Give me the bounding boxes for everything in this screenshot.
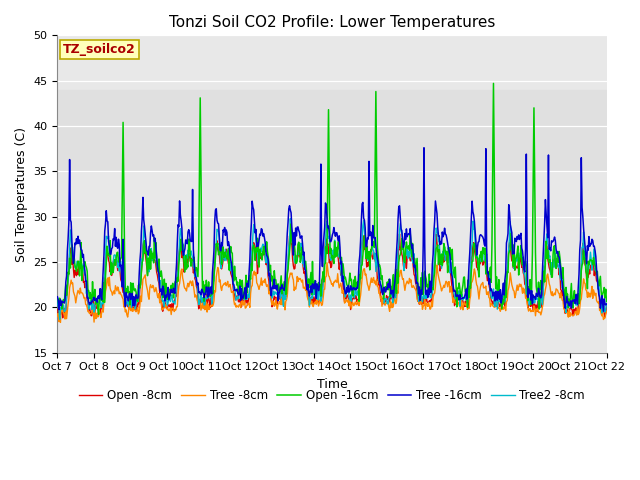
Line: Tree -16cm: Tree -16cm [58,148,607,311]
Open -16cm [399,239,407,244]
Tree -8cm [205,306,213,312]
Open -16cm [121,255,129,261]
Tree -16cm [120,288,128,293]
Open -16cm [177,247,184,253]
Tree -16cm [54,294,61,300]
Tree2 -8cm [603,300,611,306]
Tree -8cm [400,282,408,288]
X-axis label: Time: Time [317,378,348,391]
Open -8cm [396,231,403,237]
Tree2 -8cm [416,285,424,291]
Tree2 -8cm [400,268,408,274]
Tree -8cm [54,313,61,319]
Bar [58,90,607,171]
Line: Tree2 -8cm: Tree2 -8cm [58,218,607,319]
Open -8cm [603,303,611,309]
Legend: Open -8cm, Tree -8cm, Open -16cm, Tree -16cm, Tree2 -8cm: Open -8cm, Tree -8cm, Open -16cm, Tree -… [74,384,590,407]
Open -8cm [177,238,184,243]
Line: Open -8cm: Open -8cm [58,234,607,318]
Line: Tree -8cm: Tree -8cm [58,263,607,323]
Tree2 -8cm [205,292,213,298]
Title: Tonzi Soil CO2 Profile: Lower Temperatures: Tonzi Soil CO2 Profile: Lower Temperatur… [169,15,495,30]
Open -16cm [63,285,71,291]
Open -8cm [54,303,61,309]
Open -16cm [415,286,423,291]
Open -8cm [205,298,213,304]
Tree -8cm [121,304,129,310]
Line: Open -16cm: Open -16cm [58,84,607,314]
Open -8cm [121,294,129,300]
Tree -16cm [205,284,212,290]
Open -8cm [416,294,424,300]
Tree -16cm [399,237,406,242]
Tree2 -8cm [56,316,63,322]
Tree2 -8cm [64,278,72,284]
Tree -8cm [323,260,331,265]
Tree -16cm [415,291,422,297]
Tree2 -8cm [121,297,129,302]
Tree -8cm [64,301,72,307]
Tree -16cm [600,308,607,314]
Open -16cm [54,295,61,301]
Tree -16cm [63,248,71,254]
Y-axis label: Soil Temperatures (C): Soil Temperatures (C) [15,127,28,262]
Tree -8cm [416,301,424,307]
Open -8cm [59,315,67,321]
Tree -8cm [177,275,184,280]
Text: TZ_soilco2: TZ_soilco2 [63,43,136,56]
Tree2 -8cm [287,216,294,221]
Tree -16cm [603,301,611,307]
Tree2 -8cm [177,226,184,231]
Tree -8cm [603,309,611,314]
Open -16cm [205,291,213,297]
Open -16cm [490,81,497,86]
Open -8cm [64,276,72,282]
Tree -16cm [420,145,428,151]
Tree -8cm [56,320,64,325]
Open -16cm [95,312,102,317]
Open -8cm [400,267,408,273]
Tree2 -8cm [54,297,61,302]
Tree -16cm [176,198,184,204]
Open -16cm [603,299,611,304]
